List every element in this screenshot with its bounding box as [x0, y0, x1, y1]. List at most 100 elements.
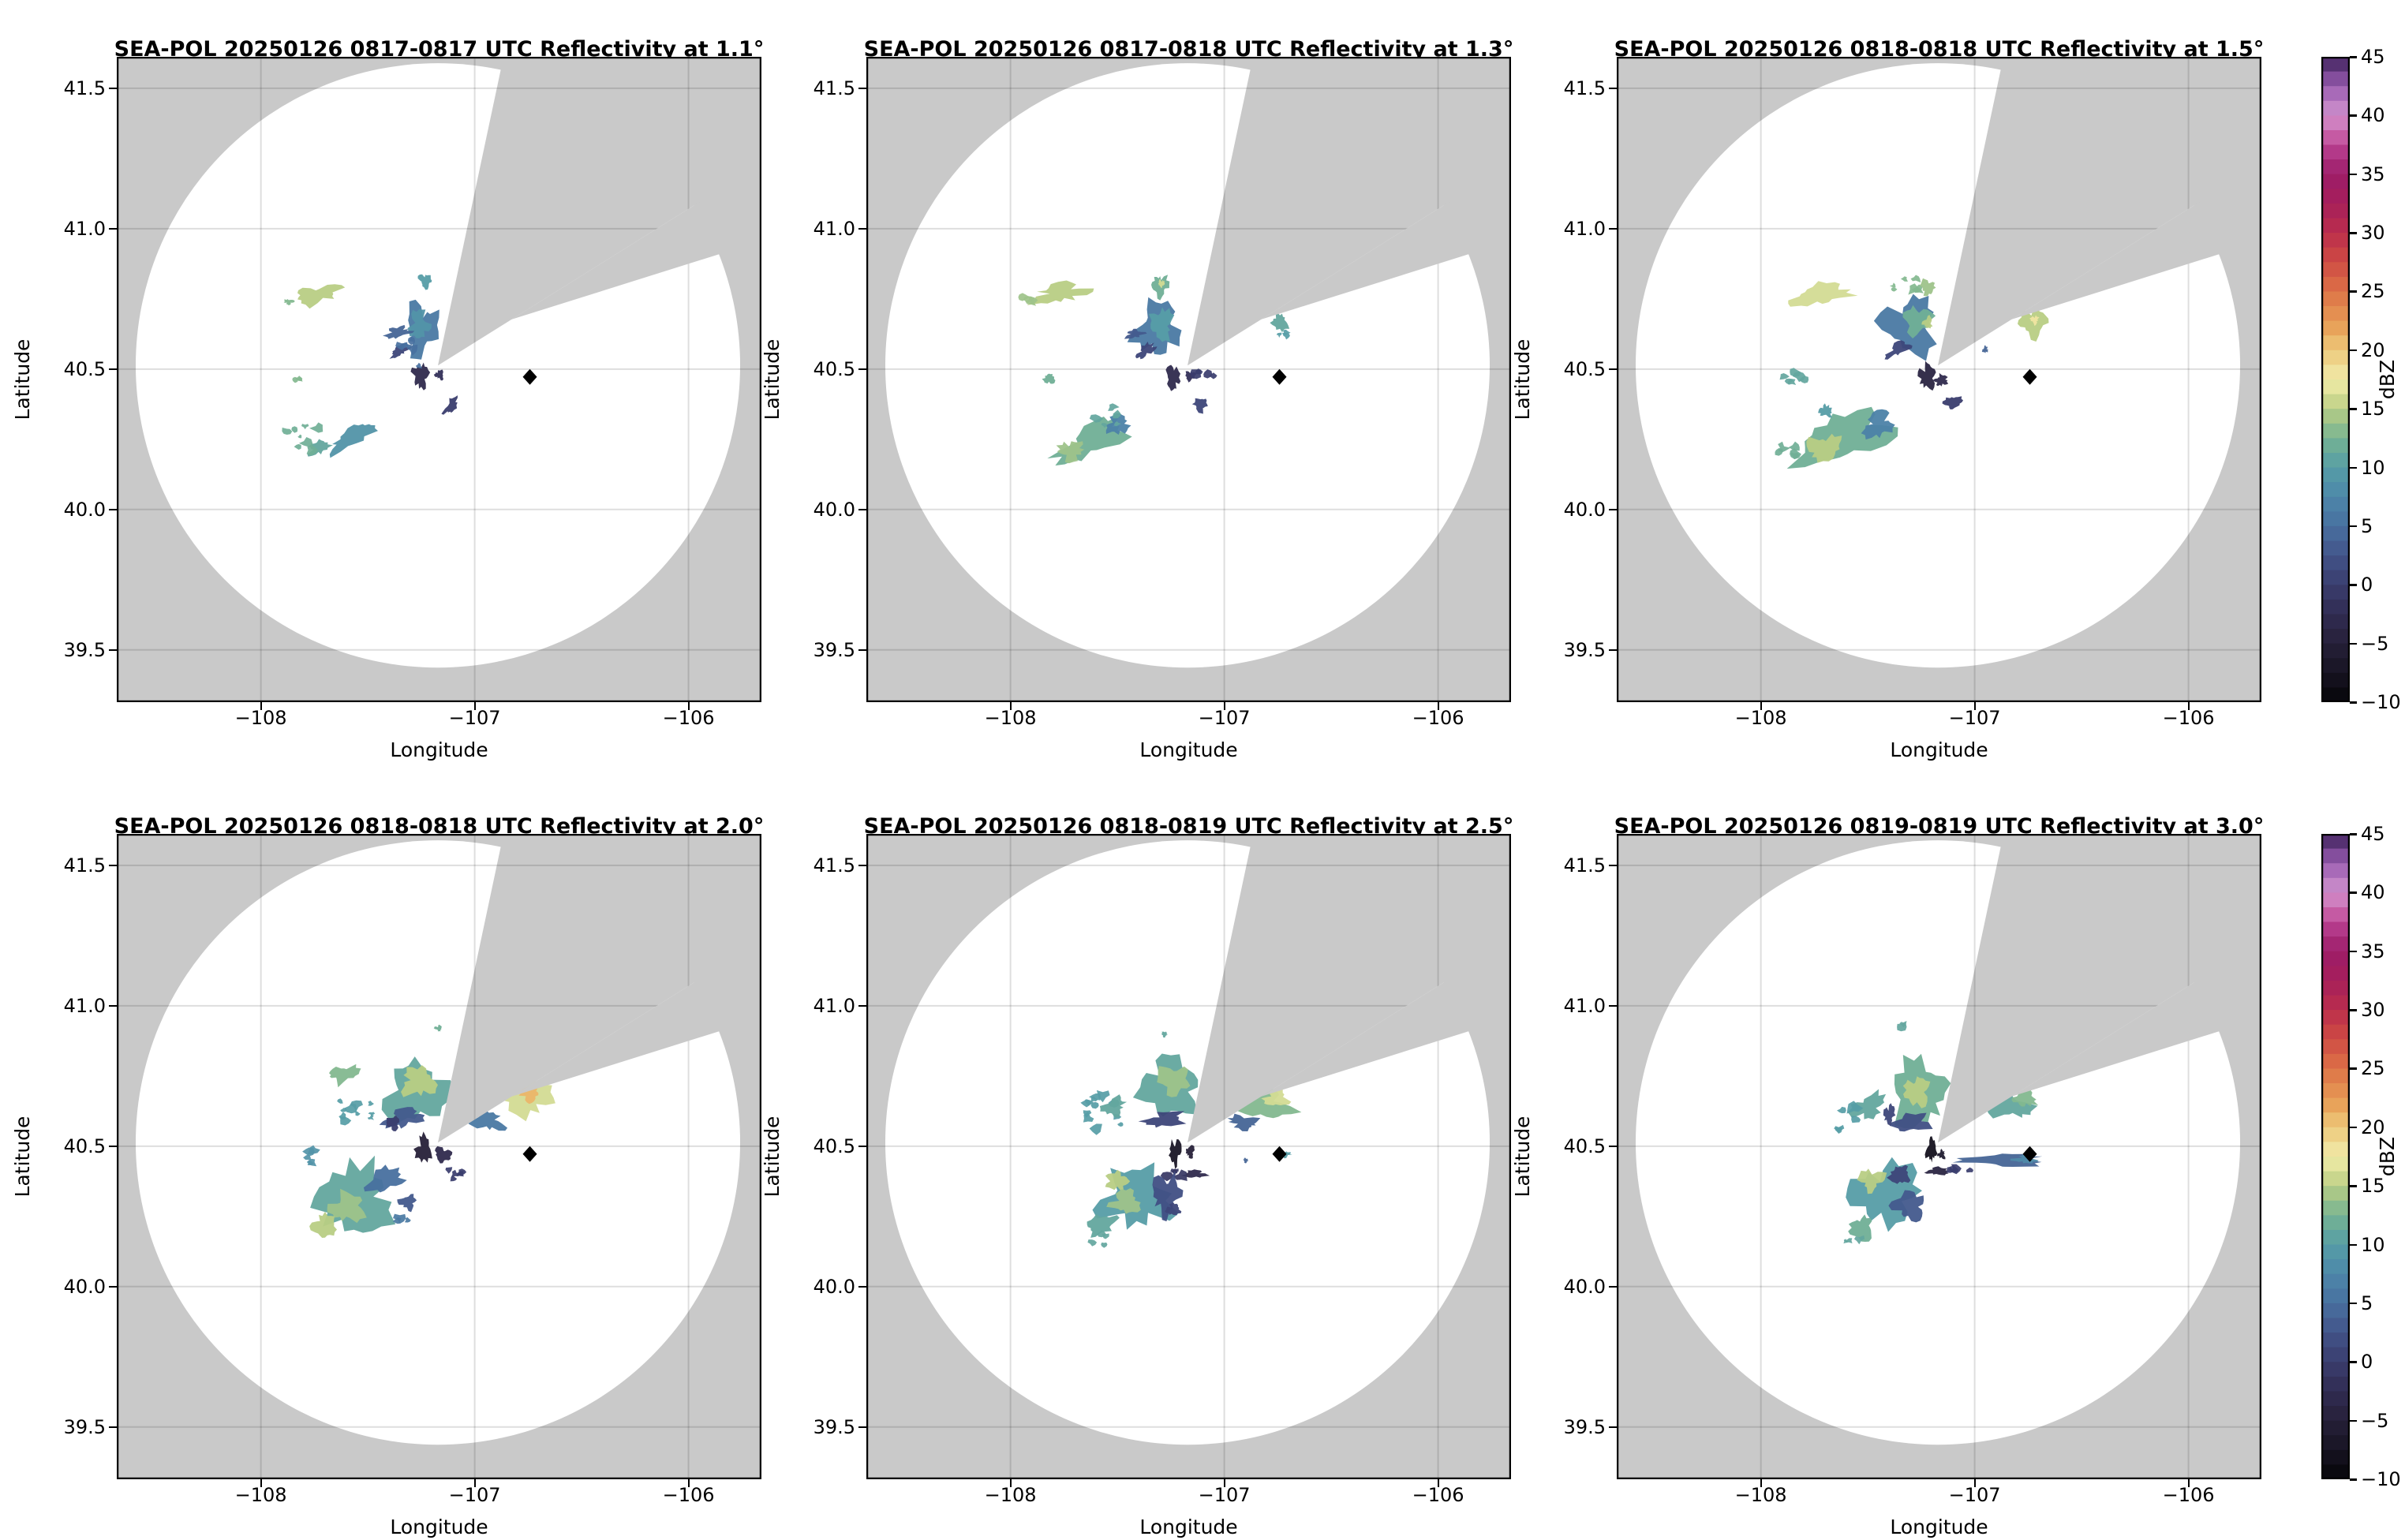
- y-tick-mark: [109, 649, 117, 652]
- y-tick-mark: [858, 1426, 866, 1429]
- colorbar-tick-mark: [2350, 466, 2357, 469]
- y-tick-label: 41.0: [813, 994, 855, 1017]
- y-tick-label: 41.0: [813, 217, 855, 240]
- blocked-sector-notch: [511, 163, 761, 320]
- x-tick-mark: [2187, 702, 2190, 710]
- ppi-plot: [1617, 834, 2261, 1479]
- colorbar-tick-mark: [2350, 1302, 2357, 1305]
- y-tick-label: 41.0: [1563, 994, 1606, 1017]
- blocked-sector: [1188, 834, 1511, 1143]
- x-tick-label: −107: [448, 707, 501, 729]
- x-tick-mark: [1223, 1479, 1226, 1487]
- x-tick-mark: [1437, 702, 1440, 710]
- ppi-plot: [117, 57, 761, 702]
- y-tick-label: 40.0: [1563, 1275, 1606, 1298]
- y-tick-mark: [109, 508, 117, 511]
- colorbar-tick-mark: [2350, 290, 2357, 293]
- colorbar: dBZ 45 40 35 30 25 20 15 10 5 0 −5 −10: [2321, 823, 2401, 1490]
- ppi-plot: [1617, 57, 2261, 702]
- x-tick-mark: [260, 702, 263, 710]
- x-tick-label: −107: [1198, 707, 1251, 729]
- radar-panel-3: SEA-POL 20250126 0818-0818 UTC Reflectiv…: [1511, 37, 2264, 761]
- y-tick-mark: [858, 864, 866, 867]
- colorbar-tick-label: −5: [2361, 632, 2389, 655]
- colorbar-tick-mark: [2350, 833, 2357, 835]
- blocked-sector: [1938, 57, 2261, 366]
- y-tick-label: 41.5: [1563, 77, 1606, 99]
- y-tick-label: 40.0: [813, 498, 855, 521]
- colorbar-tick-label: 40: [2361, 104, 2385, 127]
- y-tick-mark: [109, 368, 117, 371]
- colorbar-tick-mark: [2350, 891, 2357, 894]
- x-axis-label: Longitude: [1139, 1516, 1238, 1538]
- colorbar-tick-label: 15: [2361, 398, 2385, 421]
- ppi-plot-svg: [866, 57, 1511, 702]
- colorbar-tick-label: 35: [2361, 163, 2385, 185]
- y-tick-mark: [858, 1285, 866, 1288]
- y-tick-mark: [109, 227, 117, 230]
- colorbar-tick-mark: [2350, 642, 2357, 645]
- y-tick-mark: [858, 508, 866, 511]
- x-tick-mark: [1760, 702, 1763, 710]
- x-tick-label: −106: [2162, 1484, 2215, 1506]
- colorbar-tick-label: 30: [2361, 222, 2385, 245]
- y-tick-label: 41.0: [63, 217, 106, 240]
- ppi-plot: [866, 57, 1511, 702]
- y-tick-label: 39.5: [1563, 1415, 1606, 1438]
- ppi-plot-svg: [117, 57, 761, 702]
- y-tick-label: 39.5: [63, 638, 106, 661]
- reflectivity-echoes: [1834, 1021, 2043, 1245]
- reflectivity-echoes: [282, 274, 458, 458]
- radar-panel-6: SEA-POL 20250126 0819-0819 UTC Reflectiv…: [1511, 814, 2264, 1538]
- site-marker: [1272, 1146, 1287, 1162]
- colorbar-tick-mark: [2350, 232, 2357, 234]
- y-tick-label: 40.0: [1563, 498, 1606, 521]
- y-tick-mark: [1609, 508, 1617, 511]
- y-tick-mark: [109, 1285, 117, 1288]
- x-tick-label: −106: [662, 707, 715, 729]
- colorbar-svg: [2321, 57, 2350, 702]
- x-axis-label: Longitude: [390, 1516, 488, 1538]
- y-tick-label: 41.0: [1563, 217, 1606, 240]
- x-tick-label: −108: [234, 707, 287, 729]
- colorbar-gradient: [2321, 57, 2350, 702]
- x-tick-mark: [473, 1479, 477, 1487]
- colorbar-tick-mark: [2350, 408, 2357, 410]
- axes-frame: [866, 834, 1511, 1479]
- colorbar-tick-label: 30: [2361, 999, 2385, 1022]
- x-tick-label: −108: [984, 1484, 1037, 1506]
- y-tick-mark: [1609, 227, 1617, 230]
- y-tick-label: 39.5: [63, 1415, 106, 1438]
- colorbar-tick-label: 5: [2361, 514, 2373, 537]
- x-tick-label: −107: [448, 1484, 501, 1506]
- colorbar-tick-mark: [2350, 525, 2357, 528]
- y-tick-label: 41.5: [1563, 854, 1606, 877]
- colorbar-tick-mark: [2350, 1067, 2357, 1070]
- y-tick-mark: [858, 1004, 866, 1007]
- x-tick-label: −108: [1734, 707, 1787, 729]
- colorbar-svg: [2321, 834, 2350, 1479]
- ppi-plot: [866, 834, 1511, 1479]
- blocked-sector: [438, 834, 761, 1143]
- axes-frame: [117, 57, 761, 702]
- x-axis-label: Longitude: [1139, 738, 1238, 761]
- y-tick-mark: [1609, 87, 1617, 90]
- axes-frame: [866, 57, 1511, 702]
- y-tick-mark: [1609, 1426, 1617, 1429]
- radar-panel-4: SEA-POL 20250126 0818-0818 UTC Reflectiv…: [11, 814, 764, 1538]
- colorbar-tick-mark: [2350, 701, 2357, 704]
- x-tick-mark: [260, 1479, 263, 1487]
- reflectivity-echoes: [1018, 275, 1291, 466]
- colorbar-tick-mark: [2350, 950, 2357, 953]
- y-tick-label: 41.5: [813, 77, 855, 99]
- colorbar-tick-mark: [2350, 1243, 2357, 1247]
- colorbar-tick-label: 0: [2361, 1351, 2373, 1374]
- y-tick-label: 40.0: [63, 498, 106, 521]
- ppi-plot-svg: [117, 834, 761, 1479]
- y-tick-mark: [109, 1426, 117, 1429]
- ppi-plot-svg: [1617, 834, 2261, 1479]
- colorbar-tick-mark: [2350, 1185, 2357, 1187]
- y-tick-label: 41.0: [63, 994, 106, 1017]
- axes-frame: [1617, 57, 2261, 702]
